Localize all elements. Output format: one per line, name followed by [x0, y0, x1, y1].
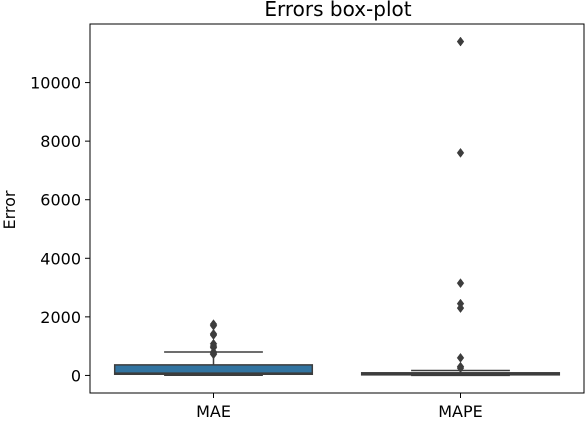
boxes-layer	[113, 36, 561, 377]
y-tick-label: 6000	[40, 191, 81, 210]
outlier-point	[456, 352, 465, 363]
outlier-point	[209, 349, 218, 360]
box-group-mae	[113, 319, 314, 377]
outlier-point	[456, 278, 465, 289]
box-group-mape	[360, 36, 561, 377]
y-tick-label: 10000	[30, 74, 81, 93]
y-tick-label: 4000	[40, 249, 81, 268]
box-iqr	[113, 364, 314, 376]
outlier-point	[209, 330, 218, 340]
x-axis: MAE MAPE	[196, 393, 483, 421]
x-tick-label: MAE	[196, 402, 231, 421]
y-axis: 0 2000 4000 6000 8000 10000	[30, 74, 90, 385]
x-tick-label: MAPE	[438, 402, 483, 421]
y-tick-label: 8000	[40, 132, 81, 151]
y-tick-label: 2000	[40, 308, 81, 327]
chart-title: Errors box-plot	[264, 0, 411, 21]
outlier-point	[456, 303, 465, 313]
outlier-point	[456, 36, 465, 47]
y-axis-label: Error	[0, 190, 19, 229]
outlier-point	[456, 147, 465, 158]
y-tick-label: 0	[71, 366, 81, 385]
plot-frame	[89, 23, 585, 394]
outlier-point	[456, 363, 465, 374]
